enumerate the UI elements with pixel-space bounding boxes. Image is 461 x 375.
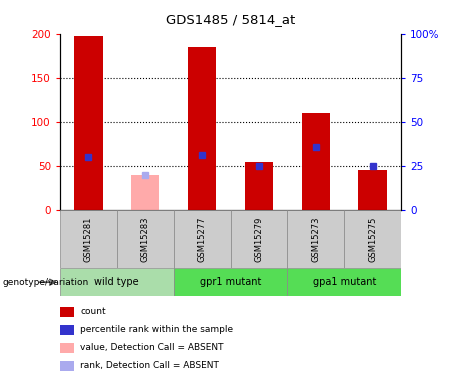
Bar [230, 210, 287, 268]
Text: gpr1 mutant: gpr1 mutant [200, 277, 261, 287]
Bar [287, 210, 344, 268]
Bar [344, 210, 401, 268]
Text: GDS1485 / 5814_at: GDS1485 / 5814_at [166, 13, 295, 26]
Bar [60, 361, 74, 370]
Bar [60, 307, 74, 316]
Bar [358, 170, 387, 210]
Text: count: count [80, 307, 106, 316]
Bar [60, 210, 117, 268]
Bar [60, 325, 74, 334]
Bar [245, 162, 273, 210]
Text: GSM15277: GSM15277 [198, 216, 207, 262]
Bar [287, 268, 401, 296]
Text: GSM15275: GSM15275 [368, 216, 377, 262]
Text: gpa1 mutant: gpa1 mutant [313, 277, 376, 287]
Text: GSM15273: GSM15273 [311, 216, 320, 262]
Text: GSM15279: GSM15279 [254, 216, 263, 262]
Bar [131, 175, 160, 210]
Bar [174, 268, 287, 296]
Bar [60, 268, 174, 296]
Text: GSM15281: GSM15281 [84, 216, 93, 262]
Bar [60, 343, 74, 352]
Bar [117, 210, 174, 268]
Bar [174, 210, 230, 268]
Text: GSM15283: GSM15283 [141, 216, 150, 262]
Bar [301, 113, 330, 210]
Text: wild type: wild type [95, 277, 139, 287]
Text: rank, Detection Call = ABSENT: rank, Detection Call = ABSENT [80, 361, 219, 370]
Text: percentile rank within the sample: percentile rank within the sample [80, 325, 234, 334]
Bar [188, 47, 216, 210]
Text: genotype/variation: genotype/variation [2, 278, 89, 286]
Text: value, Detection Call = ABSENT: value, Detection Call = ABSENT [80, 343, 224, 352]
Bar [74, 36, 102, 210]
